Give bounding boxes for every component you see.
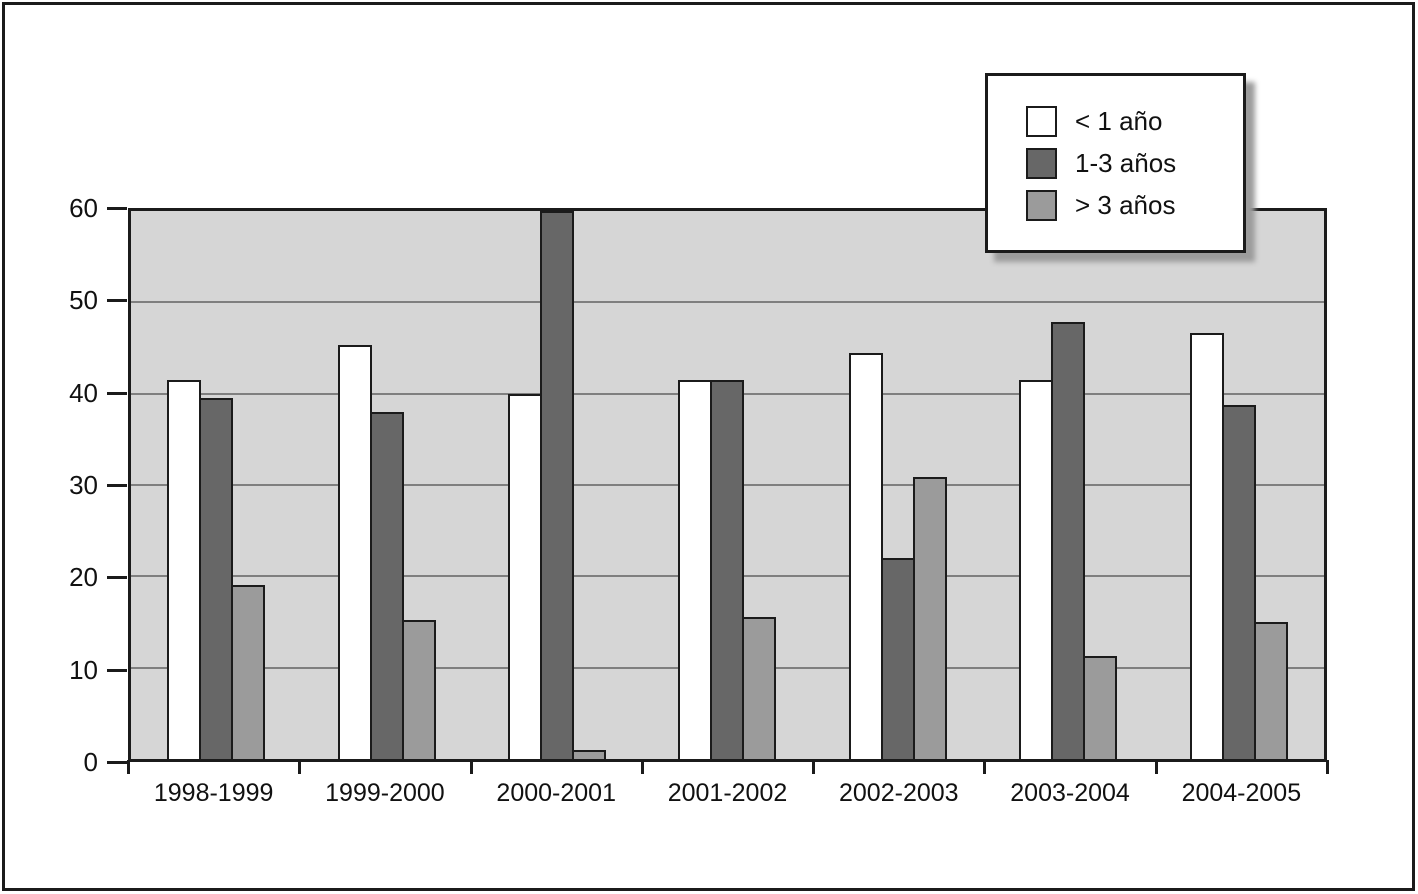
x-tick-label-2001-2002: 2001-2002 xyxy=(667,779,788,807)
legend-item-13aos: 1-3 años xyxy=(1026,148,1243,179)
bar-13aos-1999-2000 xyxy=(369,412,404,759)
x-tick-label-2004-2005: 2004-2005 xyxy=(1181,779,1302,807)
bar-13aos-2000-2001 xyxy=(540,211,575,759)
legend-label: < 1 año xyxy=(1075,106,1163,136)
bar-group-1998-1999 xyxy=(131,211,301,759)
bar-group-2002-2003 xyxy=(813,211,983,759)
y-tick-label-50: 50 xyxy=(69,285,98,316)
bar-group-2003-2004 xyxy=(983,211,1153,759)
bar-3aos-2004-2005 xyxy=(1253,622,1288,759)
bar-1ao-2001-2002 xyxy=(678,380,713,759)
y-tick-mark-40 xyxy=(107,391,127,395)
y-tick-mark-60 xyxy=(107,207,127,210)
y-tick-mark-0 xyxy=(107,761,127,764)
plot-area xyxy=(128,208,1327,762)
y-tick-label-10: 10 xyxy=(69,654,98,685)
bar-1ao-2000-2001 xyxy=(508,394,543,759)
y-tick-mark-30 xyxy=(107,484,127,487)
legend-item-1ao: < 1 año xyxy=(1026,106,1243,137)
bar-1ao-1998-1999 xyxy=(167,380,202,759)
x-tick-mark-3 xyxy=(640,760,644,774)
x-tick-mark-2 xyxy=(469,760,473,774)
bar-1ao-2004-2005 xyxy=(1189,333,1224,759)
bar-1ao-2003-2004 xyxy=(1019,380,1054,759)
x-tick-label-1999-2000: 1999-2000 xyxy=(325,779,445,807)
bar-1ao-2002-2003 xyxy=(848,353,883,759)
x-tick-mark-0 xyxy=(127,760,130,774)
x-tick-mark-7 xyxy=(1326,760,1329,774)
legend-swatch-icon xyxy=(1026,106,1057,137)
x-tick-mark-6 xyxy=(1154,760,1158,774)
bar-13aos-1998-1999 xyxy=(199,398,234,759)
legend-item-3aos: > 3 años xyxy=(1026,190,1243,221)
x-tick-mark-5 xyxy=(983,760,987,774)
x-tick-label-1998-1999: 1998-1999 xyxy=(153,779,274,807)
legend-items: < 1 año 1-3 años > 3 años xyxy=(1026,106,1243,221)
bar-1ao-1999-2000 xyxy=(337,345,372,759)
y-tick-label-60: 60 xyxy=(69,193,98,223)
bar-13aos-2002-2003 xyxy=(880,558,915,759)
bar-group-2004-2005 xyxy=(1154,211,1324,759)
y-tick-label-20: 20 xyxy=(69,562,98,593)
x-tick-label-2000-2001: 2000-2001 xyxy=(496,779,616,807)
bar-13aos-2001-2002 xyxy=(710,380,745,759)
bar-13aos-2003-2004 xyxy=(1051,322,1086,759)
legend-label: > 3 años xyxy=(1075,190,1176,220)
legend-swatch-icon xyxy=(1026,190,1057,221)
plot-inner xyxy=(131,211,1324,759)
bar-3aos-2000-2001 xyxy=(572,750,607,759)
x-tick-mark-1 xyxy=(298,760,302,774)
y-tick-label-40: 40 xyxy=(69,377,98,408)
bar-3aos-1998-1999 xyxy=(231,585,266,759)
x-tick-mark-4 xyxy=(812,760,816,774)
x-tick-label-2002-2003: 2002-2003 xyxy=(839,779,959,807)
y-tick-mark-20 xyxy=(107,576,127,580)
legend-label: 1-3 años xyxy=(1075,148,1177,178)
bar-group-2000-2001 xyxy=(472,211,642,759)
bar-3aos-1999-2000 xyxy=(401,620,436,759)
y-tick-label-30: 30 xyxy=(69,470,98,500)
y-tick-label-0: 0 xyxy=(83,747,98,777)
gridline-50 xyxy=(131,301,1324,304)
bar-3aos-2002-2003 xyxy=(912,477,947,759)
legend-swatch-icon xyxy=(1026,148,1057,179)
bar-group-1999-2000 xyxy=(301,211,471,759)
y-tick-mark-10 xyxy=(107,668,127,672)
bar-3aos-2001-2002 xyxy=(742,617,777,759)
y-tick-mark-50 xyxy=(107,299,127,303)
bar-13aos-2004-2005 xyxy=(1221,405,1256,759)
legend: < 1 año 1-3 años > 3 años xyxy=(985,73,1246,253)
x-tick-label-2003-2004: 2003-2004 xyxy=(1010,779,1130,807)
bar-group-2001-2002 xyxy=(642,211,812,759)
bar-3aos-2003-2004 xyxy=(1083,656,1118,759)
